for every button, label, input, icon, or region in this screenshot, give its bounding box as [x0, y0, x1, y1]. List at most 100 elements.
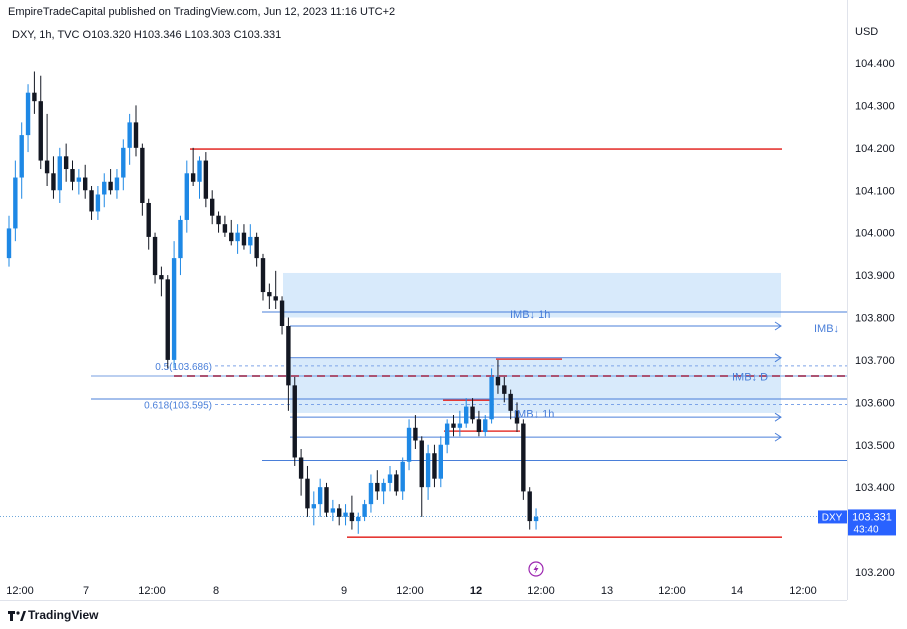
candle-body — [483, 419, 488, 433]
arrow-head-icon — [774, 353, 782, 363]
candle-body — [44, 160, 50, 174]
time-tick-label: 12 — [470, 585, 482, 597]
candle-body — [444, 423, 450, 445]
candle-body — [222, 224, 228, 233]
candle-body — [95, 194, 101, 212]
time-tick-label: 14 — [731, 585, 743, 597]
candle-body — [438, 444, 443, 479]
candle-body — [254, 236, 259, 259]
candle-body — [279, 300, 285, 326]
candle-body — [286, 325, 291, 386]
candle-body — [241, 232, 247, 246]
candle-body — [457, 423, 463, 428]
arrow-head-icon — [774, 321, 782, 331]
event-lightning-icon — [528, 561, 544, 577]
tradingview-logo-icon — [8, 610, 26, 621]
candle-body — [362, 504, 367, 517]
symbol-ohlc-line: DXY, 1h, TVC O103.320 H103.346 L103.303 … — [12, 29, 282, 41]
imbalance-label: IMB↓ D — [732, 371, 768, 383]
fib-level-label: 0.5(103.686) — [155, 362, 212, 373]
candle-body — [248, 236, 253, 246]
candle-body — [476, 419, 482, 433]
published-caption: EmpireTradeCapital published on TradingV… — [8, 6, 396, 18]
brand-name: TradingView — [28, 608, 99, 622]
candle-body — [368, 482, 374, 505]
symbol-badge — [818, 510, 847, 524]
candle-body — [533, 516, 539, 522]
candle-body — [184, 173, 189, 220]
candle-body — [381, 482, 386, 492]
candle-body — [514, 410, 520, 424]
candle-body — [260, 258, 266, 293]
candle-body — [114, 177, 120, 191]
candle-body — [235, 232, 240, 242]
candle-body — [489, 376, 494, 420]
time-axis-divider — [0, 600, 847, 601]
candle-body — [387, 474, 393, 483]
candle-body — [425, 453, 431, 488]
candle-body — [210, 198, 215, 216]
time-tick-label: 8 — [213, 585, 219, 597]
candle-body — [343, 512, 348, 517]
candle-body — [57, 156, 62, 191]
arrow-head-icon — [774, 432, 782, 442]
candle-body — [317, 487, 323, 505]
candle-body — [133, 122, 139, 148]
candle-body — [400, 461, 405, 492]
candle-body — [108, 181, 113, 191]
candle-body — [38, 101, 43, 161]
candle-body — [375, 482, 380, 492]
candle-body — [51, 173, 56, 191]
candle-body — [324, 487, 329, 513]
imbalance-zone — [283, 272, 781, 318]
candle-body — [298, 457, 304, 479]
candle-body — [89, 190, 94, 212]
candle-body — [292, 385, 297, 458]
candle-body — [159, 275, 164, 280]
time-tick-label: 12:00 — [396, 585, 424, 597]
fib-level-label: 0.618(103.595) — [144, 400, 212, 411]
time-tick-label: 12:00 — [527, 585, 555, 597]
imbalance-label: IMB↓ 1h — [510, 309, 550, 321]
price-axis[interactable] — [847, 0, 907, 600]
candle-body — [197, 160, 202, 182]
candle-body — [495, 376, 501, 386]
candle-body — [165, 279, 170, 360]
candle-body — [32, 92, 37, 102]
candle-body — [432, 453, 437, 479]
time-tick-label: 9 — [341, 585, 347, 597]
candle-body — [127, 122, 132, 148]
time-tick-label: 12:00 — [6, 585, 34, 597]
candle-body — [63, 156, 69, 170]
candle-body — [190, 173, 196, 182]
candle-body — [140, 147, 145, 203]
candle-body — [178, 219, 183, 259]
candle-body — [6, 228, 12, 259]
candle-body — [76, 177, 82, 182]
tradingview-brand[interactable]: TradingView — [8, 608, 98, 622]
candle-body — [330, 508, 336, 513]
currency-label: USD — [855, 26, 879, 38]
candle-body — [83, 177, 88, 191]
candle-body — [171, 258, 177, 360]
candle-body — [311, 504, 316, 509]
candle-body — [305, 478, 310, 509]
candle-body — [406, 427, 412, 462]
imbalance-label: IMB↓ — [814, 323, 839, 335]
symbol-badge-label: DXY — [822, 512, 843, 523]
candle-body — [502, 385, 507, 394]
candle-body — [13, 177, 18, 229]
candle-body — [19, 135, 24, 178]
candle-body — [464, 406, 469, 424]
candle-body — [229, 232, 234, 242]
candle-body — [216, 215, 221, 225]
time-tick-label: 12:00 — [658, 585, 686, 597]
candle-body — [70, 169, 75, 182]
candle-body — [273, 296, 278, 301]
candle-body — [337, 508, 342, 517]
arrow-head-icon — [774, 412, 782, 422]
candle-body — [203, 160, 209, 199]
candle-body — [419, 440, 424, 488]
candle-body — [394, 474, 399, 492]
